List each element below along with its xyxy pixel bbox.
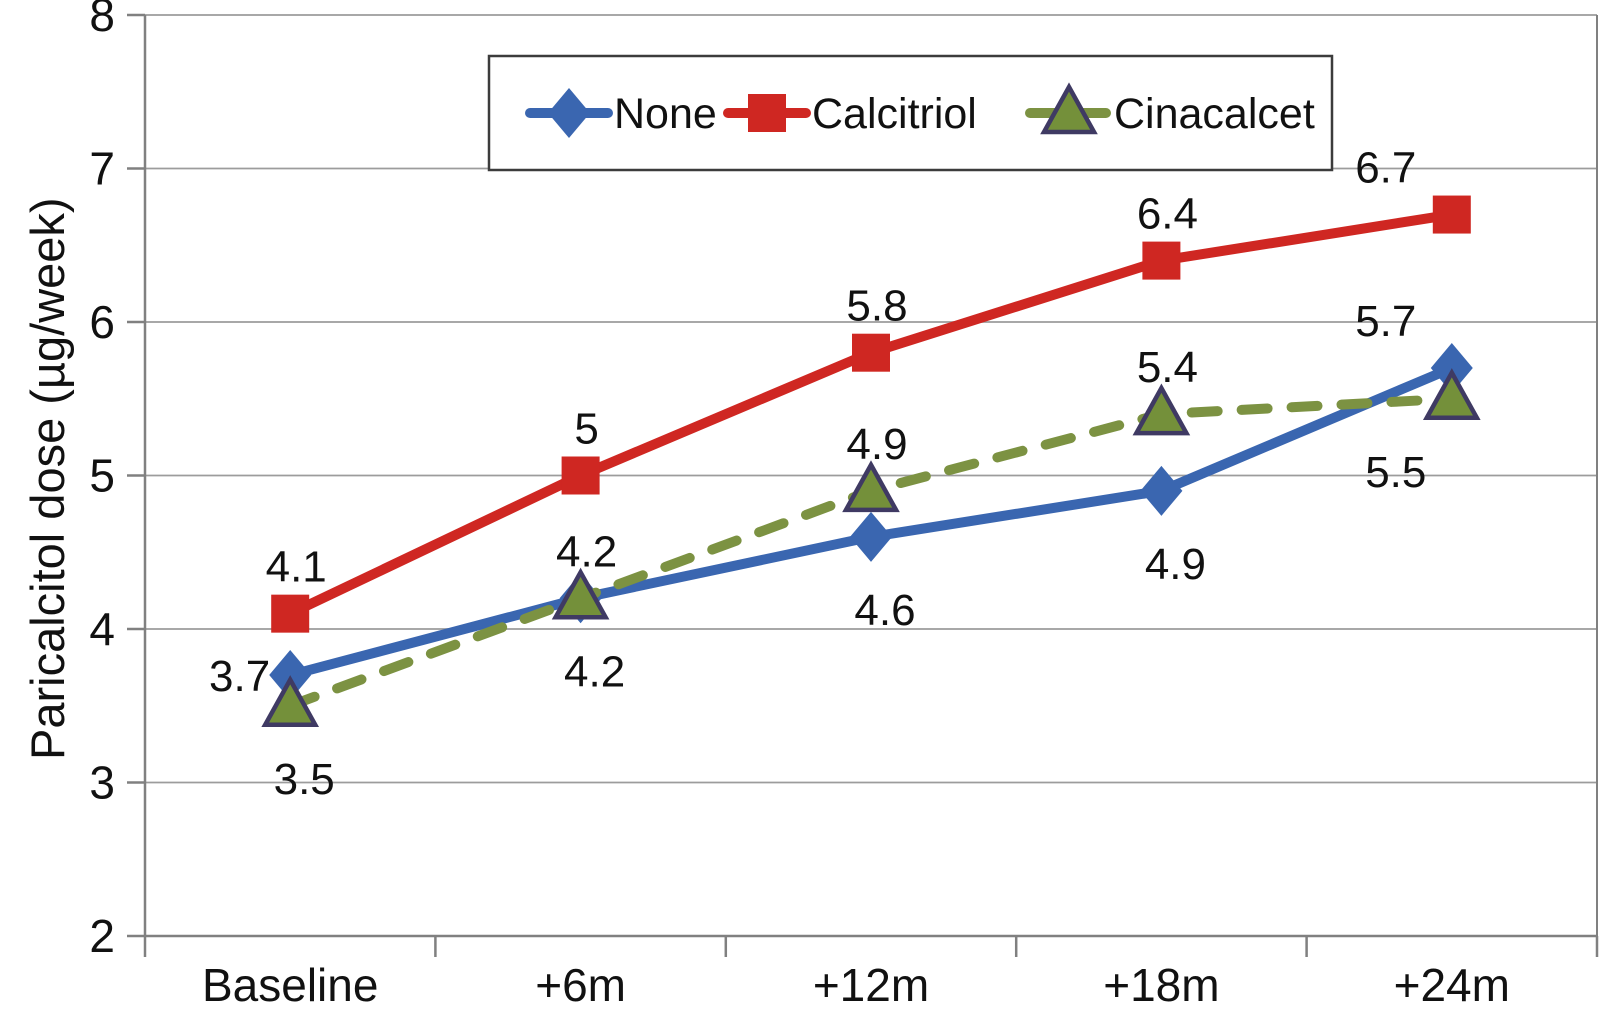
data-point-marker-diamond: [548, 88, 590, 138]
data-point-marker-triangle: [261, 675, 320, 727]
data-point-marker-triangle: [1040, 82, 1098, 135]
data-point-marker-square: [748, 94, 786, 132]
data-point-marker-diamond: [850, 511, 892, 562]
data-point-marker-square: [1432, 195, 1471, 234]
x-tick-label: +18m: [1103, 959, 1219, 1011]
x-tick-label: +12m: [813, 959, 929, 1011]
legend-box: [487, 54, 1334, 172]
data-label: 5: [574, 405, 598, 454]
data-point-marker-square: [1142, 241, 1181, 280]
data-label: 5.7: [1355, 297, 1416, 346]
data-label: 6.7: [1355, 144, 1416, 193]
x-tick-label: Baseline: [202, 959, 378, 1011]
legend-label: Cinacalcet: [1114, 90, 1315, 138]
y-tick-label: 8: [89, 0, 115, 41]
data-point-marker-triangle: [551, 567, 610, 620]
data-label: 4.9: [846, 420, 907, 469]
data-point-marker-triangle: [842, 460, 900, 513]
data-point-marker-triangle: [1422, 368, 1481, 420]
data-label: 4.6: [854, 586, 915, 635]
data-label: 6.4: [1137, 190, 1198, 239]
data-label: 3.7: [209, 652, 270, 701]
data-point-marker-square: [271, 594, 310, 633]
data-point-marker-diamond: [1140, 465, 1183, 516]
data-label: 4.2: [564, 647, 625, 696]
data-label: 5.4: [1137, 343, 1198, 392]
x-tick-label: +24m: [1394, 959, 1510, 1011]
legend-label: None: [614, 90, 717, 138]
data-label: 4.2: [556, 527, 617, 576]
legend-label: Calcitriol: [812, 90, 977, 138]
y-tick-label: 3: [89, 757, 115, 809]
y-tick-label: 2: [89, 910, 115, 962]
y-axis-title: Paricalcitol dose (µg/week): [21, 197, 74, 760]
data-label: 4.1: [266, 543, 327, 592]
data-point-marker-diamond: [1430, 343, 1473, 394]
data-point-marker-square: [561, 456, 600, 495]
data-point-marker-triangle: [1132, 383, 1191, 436]
data-label: 3.5: [274, 755, 335, 804]
y-tick-label: 7: [89, 143, 115, 195]
y-tick-label: 5: [89, 450, 115, 502]
data-label: 4.9: [1145, 540, 1206, 589]
y-tick-label: 4: [89, 603, 115, 655]
data-label: 5.8: [846, 282, 907, 331]
data-label: 5.5: [1365, 448, 1426, 497]
data-point-marker-square: [852, 333, 890, 372]
x-tick-label: +6m: [535, 959, 626, 1011]
data-point-marker-diamond: [269, 650, 312, 701]
y-tick-label: 6: [89, 296, 115, 348]
